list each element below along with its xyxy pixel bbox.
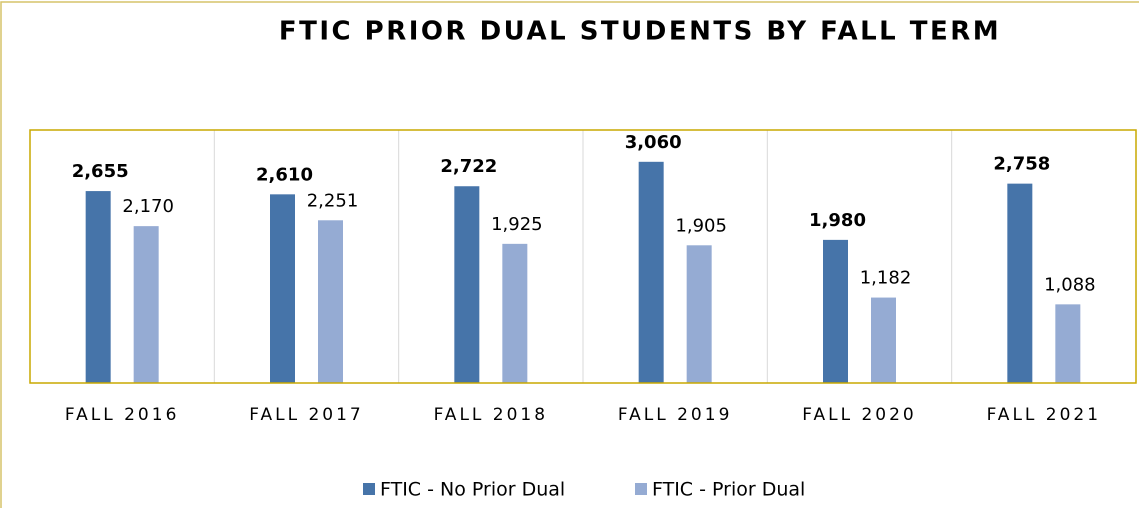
data-label: 3,060	[625, 132, 682, 153]
bar	[133, 226, 159, 383]
data-label: 2,251	[307, 190, 359, 211]
bar	[1055, 304, 1081, 383]
x-tick-label: FALL 2019	[618, 405, 732, 425]
plot-border	[29, 129, 1137, 384]
data-label: 2,655	[72, 161, 129, 182]
bar	[318, 220, 343, 383]
bar	[823, 239, 848, 383]
x-tick-label: FALL 2020	[802, 405, 916, 425]
data-label: 1,925	[491, 214, 543, 235]
data-label: 1,182	[860, 268, 912, 289]
data-label: 1,980	[809, 210, 866, 231]
x-tick-label: FALL 2021	[987, 405, 1101, 425]
legend-swatch	[635, 483, 647, 495]
data-label: 1,905	[675, 215, 727, 236]
chart-title: FTIC PRIOR DUAL STUDENTS BY FALL TERM	[279, 17, 1001, 47]
bar	[686, 245, 712, 383]
bar	[454, 186, 480, 383]
legend-label: FTIC - Prior Dual	[652, 479, 805, 501]
bar	[638, 161, 664, 383]
data-label: 1,088	[1044, 274, 1096, 295]
data-label: 2,610	[256, 164, 313, 185]
x-tick-label: FALL 2018	[434, 405, 548, 425]
data-label: 2,722	[440, 156, 497, 177]
legend-label: FTIC - No Prior Dual	[380, 479, 565, 501]
bar	[871, 297, 896, 383]
bar	[85, 191, 111, 383]
bar	[1007, 183, 1033, 383]
data-label: 2,170	[122, 196, 174, 217]
bar	[502, 243, 528, 383]
bar	[270, 194, 295, 383]
data-label: 2,758	[993, 154, 1050, 175]
x-tick-label: FALL 2016	[65, 405, 179, 425]
legend-swatch	[363, 483, 375, 495]
x-tick-label: FALL 2017	[249, 405, 363, 425]
